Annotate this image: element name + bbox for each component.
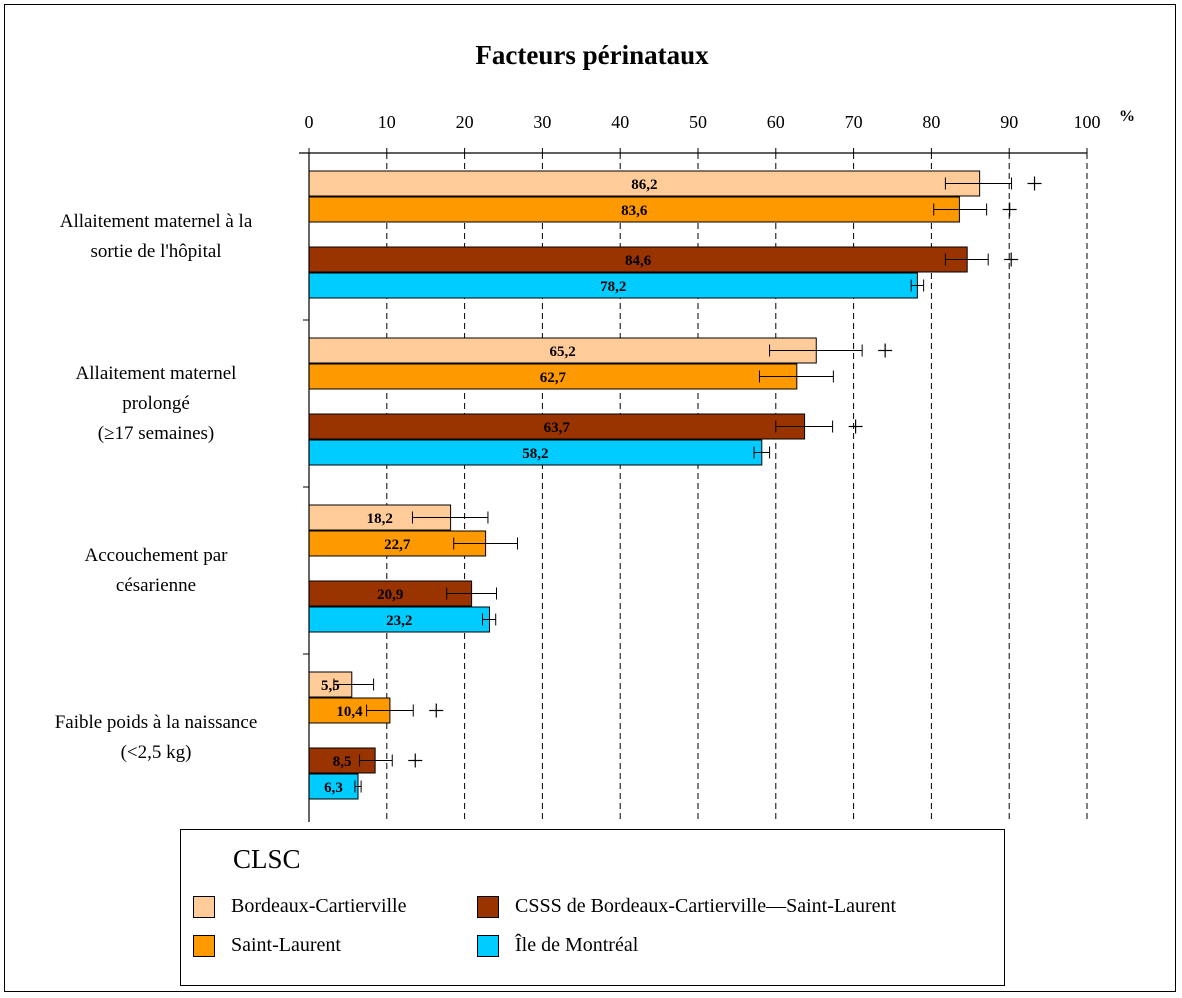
chart-title: Facteurs périnataux [475, 40, 709, 70]
legend-label-csss: CSSS de Bordeaux-Cartierville—Saint-Laur… [515, 895, 897, 917]
data-label: 18,2 [367, 511, 393, 527]
legend-title: CLSC [233, 844, 301, 874]
x-tick-label: 90 [1000, 112, 1018, 132]
x-tick-label: 40 [611, 112, 629, 132]
data-label: 83,6 [621, 203, 648, 219]
data-label: 23,2 [386, 613, 412, 629]
bar [308, 439, 763, 466]
category-labels: Allaitement maternel à la sortie de l'hôp… [55, 211, 258, 763]
data-label: 6,3 [324, 780, 343, 796]
x-tick-label: 30 [533, 112, 551, 132]
unit-label: % [1119, 108, 1135, 125]
bar [308, 580, 473, 607]
legend-swatch-ile-de-montreal [477, 934, 499, 957]
x-tick-label: 20 [456, 112, 474, 132]
bar [308, 170, 981, 197]
category-label: Faible poids à la naissance (<2,5 kg) [55, 712, 258, 763]
data-label: 63,7 [544, 420, 571, 436]
x-tick-label: 80 [922, 112, 940, 132]
bar [308, 337, 817, 364]
x-tick-label: 10 [378, 112, 396, 132]
legend-label-bordeaux-cartierville: Bordeaux-Cartierville [231, 895, 407, 917]
data-label: 58,2 [522, 446, 548, 462]
legend-label-saint-laurent: Saint-Laurent [231, 934, 341, 956]
legend-swatch-saint-laurent [193, 934, 215, 957]
legend-item-csss: CSSS de Bordeaux-Cartierville—Saint-Laur… [477, 895, 896, 918]
data-label: 8,5 [333, 754, 352, 770]
x-tick-label: 50 [689, 112, 707, 132]
x-tick-label: 60 [767, 112, 785, 132]
x-tick-labels: 0 10 20 30 40 50 60 70 80 90 100 [305, 112, 1101, 132]
data-label: 62,7 [540, 370, 567, 386]
bars: 86,2 83,6 84,6 78,2 65,2 62,7 63,7 58,2 18,2 22,7… [308, 170, 1042, 800]
axes [299, 148, 1088, 822]
legend-item-saint-laurent: Saint-Laurent [193, 934, 341, 957]
x-tick-label: 0 [305, 112, 314, 132]
x-tick-label: 70 [845, 112, 863, 132]
category-label: Accouchement par césarienne [85, 545, 229, 596]
data-label: 5,5 [321, 678, 340, 694]
legend: CLSC Bordeaux-Cartierville Saint-Laurent… [180, 829, 1005, 986]
data-label: 10,4 [336, 704, 363, 720]
data-label: 78,2 [600, 279, 626, 295]
category-label: Allaitement maternel prolongé (≥17 semaine… [76, 363, 237, 444]
bar [308, 773, 359, 800]
x-tick-label: 100 [1074, 112, 1101, 132]
bar [308, 606, 490, 633]
category-label: Allaitement maternel à la sortie de l'hôp… [60, 211, 253, 262]
data-label: 86,2 [631, 177, 657, 193]
chart-frame [4, 4, 1176, 992]
legend-swatch-bordeaux-cartierville [193, 895, 215, 918]
data-label: 84,6 [625, 253, 652, 269]
legend-label-ile-de-montreal: Île de Montréal [515, 934, 639, 956]
legend-item-ile-de-montreal: Île de Montréal [477, 934, 638, 957]
legend-swatch-csss [477, 895, 499, 918]
data-label: 20,9 [377, 587, 403, 603]
data-label: 65,2 [550, 344, 576, 360]
data-label: 22,7 [384, 537, 411, 553]
legend-item-bordeaux-cartierville: Bordeaux-Cartierville [193, 895, 407, 918]
